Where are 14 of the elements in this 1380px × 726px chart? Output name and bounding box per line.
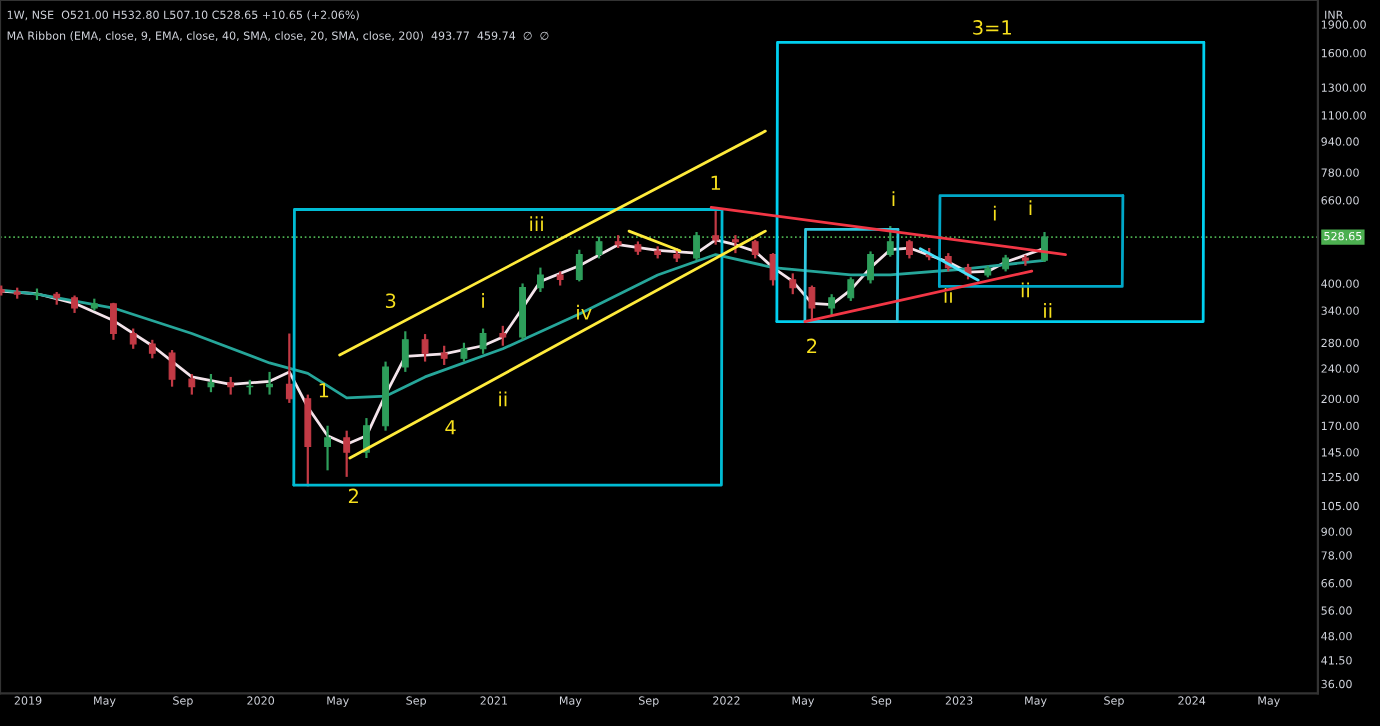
annotation: iii (530, 216, 543, 232)
annotation: 1 (319, 383, 329, 398)
annotation: 2 (807, 338, 817, 354)
annotation: ii (1044, 303, 1052, 318)
annotation: 4 (445, 420, 456, 435)
annotation: i (892, 191, 895, 206)
annotation: i (993, 205, 996, 221)
annotation: 3 (385, 293, 396, 309)
annotation: 2 (348, 488, 358, 504)
annotation: 1 (711, 175, 721, 190)
annotation: i (1029, 200, 1032, 216)
annotation: 3=1 (973, 20, 1011, 35)
annotation: ii (499, 391, 507, 407)
annotation: i (482, 293, 484, 308)
